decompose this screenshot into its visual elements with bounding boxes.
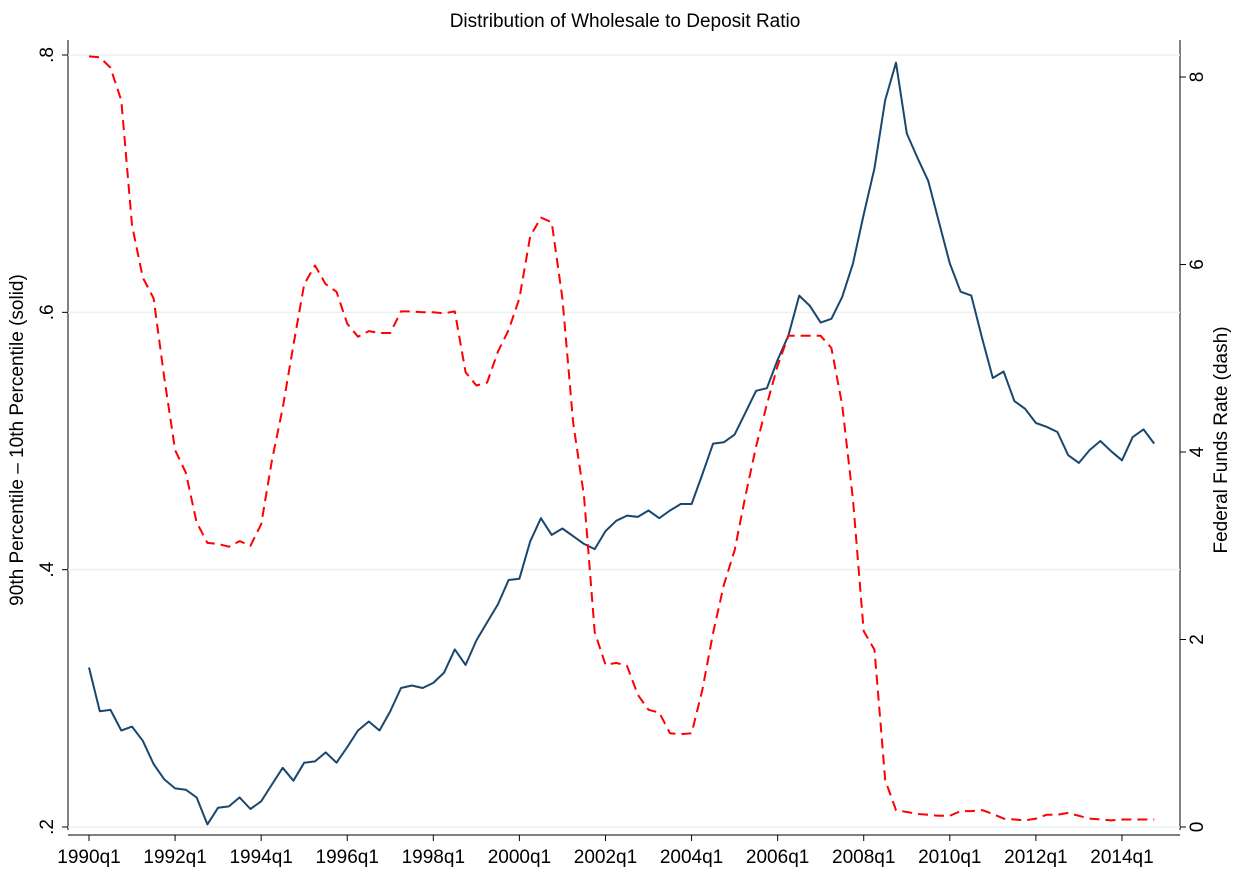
series-line <box>88 55 1155 822</box>
series-line <box>88 61 1155 826</box>
x-tick-label: 2014q1 <box>1090 847 1153 868</box>
y-axis-title: 90th Percentile – 10th Percentile (solid… <box>7 274 28 606</box>
y2-tick-label: 6 <box>1187 259 1208 270</box>
x-tick-label: 1994q1 <box>229 847 292 868</box>
x-tick-label: 2002q1 <box>574 847 637 868</box>
x-tick-label: 2006q1 <box>746 847 809 868</box>
x-tick-label: 1990q1 <box>57 847 120 868</box>
y2-tick-label: 0 <box>1187 822 1208 833</box>
y2-tick-label: 8 <box>1187 72 1208 83</box>
y2-axis-title: Federal Funds Rate (dash) <box>1211 326 1232 553</box>
y-tick-label: .8 <box>37 47 58 63</box>
x-tick-label: 2004q1 <box>660 847 723 868</box>
x-tick-label: 2012q1 <box>1004 847 1067 868</box>
y2-tick-label: 2 <box>1187 634 1208 645</box>
x-tick-label: 1998q1 <box>402 847 465 868</box>
y-tick-label: .4 <box>37 561 58 577</box>
x-tick-label: 2010q1 <box>918 847 981 868</box>
chart-title: Distribution of Wholesale to Deposit Rat… <box>450 11 801 32</box>
x-tick-label: 2008q1 <box>832 847 895 868</box>
y-tick-label: .6 <box>37 304 58 320</box>
x-tick-label: 1992q1 <box>143 847 206 868</box>
y2-tick-label: 4 <box>1187 446 1208 457</box>
y-tick-label: .2 <box>37 819 58 835</box>
x-tick-label: 1996q1 <box>316 847 379 868</box>
x-tick-label: 2000q1 <box>488 847 551 868</box>
